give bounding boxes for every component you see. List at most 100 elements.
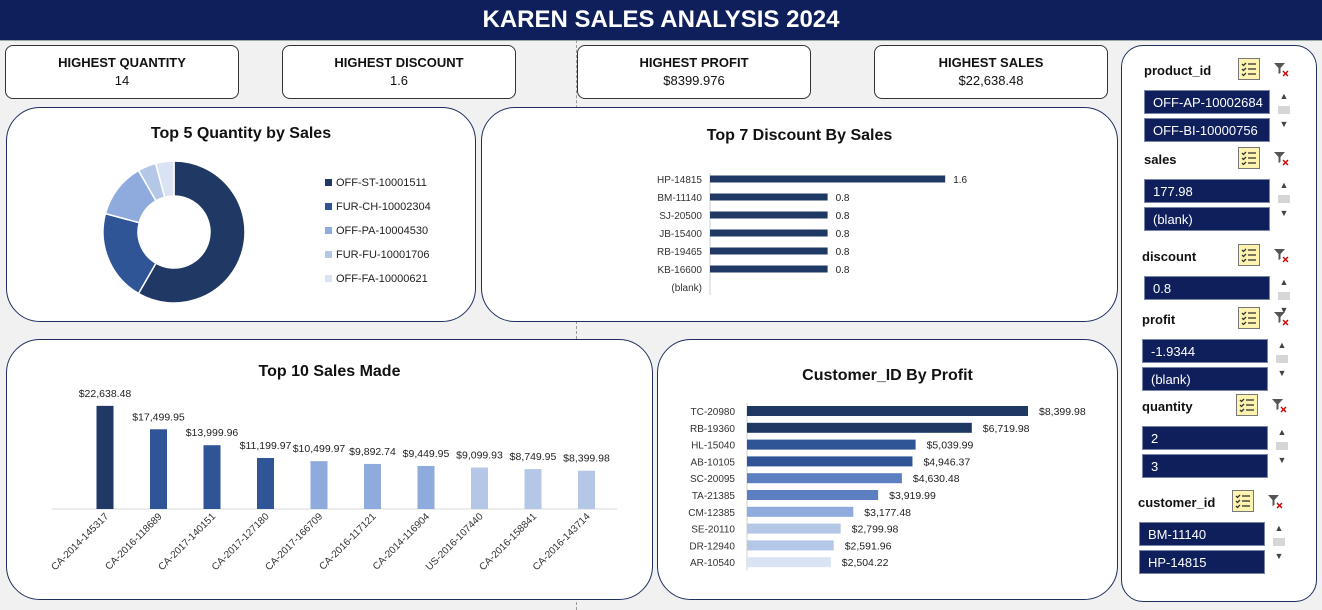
- bar: [747, 439, 916, 450]
- bar: [747, 422, 972, 433]
- scroll-down-icon[interactable]: ▼: [1274, 551, 1284, 561]
- slicer-item[interactable]: 0.8: [1144, 276, 1270, 300]
- multi-select-button[interactable]: [1238, 307, 1260, 329]
- scroll-down-icon[interactable]: ▼: [1279, 305, 1289, 315]
- scroll-up-icon[interactable]: ▲: [1279, 180, 1289, 190]
- bar: [524, 469, 542, 509]
- slicer-title: customer_id: [1138, 495, 1216, 510]
- scroll-up-icon[interactable]: ▲: [1277, 340, 1287, 350]
- bar: [747, 506, 854, 517]
- data-label: $2,591.96: [845, 540, 892, 552]
- multi-select-button[interactable]: [1238, 58, 1260, 80]
- scroll-thumb[interactable]: [1276, 442, 1288, 450]
- kpi-value: $8399.976: [663, 73, 725, 88]
- multi-select-button[interactable]: [1232, 490, 1254, 512]
- slicer-item[interactable]: 177.98: [1144, 179, 1270, 203]
- slicer-panel: product_id OFF-AP-10002684 OFF-BI-10000756…: [1121, 45, 1317, 602]
- slicer-scrollbar[interactable]: ▲ ▼: [1276, 276, 1292, 316]
- data-label: $2,504.22: [842, 557, 889, 569]
- bar: [710, 211, 828, 219]
- legend-label: OFF-ST-10001511: [336, 177, 427, 189]
- clear-filter-icon: [1274, 249, 1289, 263]
- slicer-title: quantity: [1142, 399, 1193, 414]
- multi-select-icon: [1241, 151, 1256, 166]
- clear-filter-icon: [1272, 399, 1287, 413]
- multi-select-icon: [1241, 248, 1256, 263]
- category-label: CA-2017-140151: [156, 511, 218, 573]
- kpi-value: 14: [114, 73, 130, 88]
- category-label: CA-2017-127180: [210, 511, 272, 573]
- data-label: $8,399.98: [563, 453, 610, 465]
- scroll-down-icon[interactable]: ▼: [1279, 119, 1289, 129]
- category-label: TC-20980: [691, 407, 736, 418]
- data-label: $3,919.99: [889, 490, 936, 502]
- slicer-item[interactable]: 2: [1142, 426, 1268, 450]
- legend-swatch: [325, 227, 332, 234]
- scroll-up-icon[interactable]: ▲: [1277, 427, 1287, 437]
- data-label: $8,749.95: [510, 451, 557, 463]
- bar: [578, 470, 595, 509]
- slicer-item[interactable]: (blank): [1144, 207, 1270, 231]
- slicer-item[interactable]: -1.9344: [1142, 339, 1268, 363]
- scroll-down-icon[interactable]: ▼: [1279, 208, 1289, 218]
- chart-title: Top 7 Discount By Sales: [706, 127, 893, 144]
- clear-filter-button[interactable]: [1272, 246, 1290, 264]
- multi-select-icon: [1241, 311, 1256, 326]
- bar: [747, 406, 1028, 416]
- category-label: CA-2014-116904: [371, 511, 432, 572]
- discount-bar-chart: HP-14815 1.6 BM-11140 0.8 SJ-20500 0.8 JB-1540…: [657, 173, 968, 295]
- divider: [576, 40, 577, 610]
- scroll-down-icon[interactable]: ▼: [1277, 455, 1287, 465]
- category-label: BM-11140: [657, 193, 702, 204]
- bar: [747, 490, 879, 500]
- slicer-scrollbar[interactable]: ▲ ▼: [1276, 90, 1292, 130]
- multi-select-button[interactable]: [1238, 244, 1260, 266]
- scroll-up-icon[interactable]: ▲: [1279, 277, 1289, 287]
- scroll-down-icon[interactable]: ▼: [1277, 368, 1287, 378]
- data-label: $13,999.96: [186, 427, 239, 439]
- data-label: 0.8: [836, 229, 850, 240]
- scroll-up-icon[interactable]: ▲: [1274, 523, 1284, 533]
- clear-filter-button[interactable]: [1270, 396, 1288, 414]
- multi-select-button[interactable]: [1238, 147, 1260, 169]
- category-label: CA-2016-158841: [477, 511, 539, 573]
- kpi-label: HIGHEST SALES: [938, 55, 1044, 70]
- slicer-scrollbar[interactable]: ▲ ▼: [1276, 179, 1292, 219]
- clear-filter-button[interactable]: [1266, 492, 1284, 510]
- clear-filter-button[interactable]: [1272, 309, 1290, 327]
- category-label: CA-2016-118689: [104, 511, 165, 572]
- profit-bar-chart: TC-20980 $8,399.98 RB-19360 $6,719.98 HL-150…: [688, 403, 1086, 571]
- slicer-title: product_id: [1144, 63, 1212, 78]
- legend-swatch: [325, 275, 332, 282]
- scroll-thumb[interactable]: [1278, 106, 1290, 114]
- scroll-thumb[interactable]: [1278, 292, 1290, 300]
- scroll-thumb[interactable]: [1276, 355, 1288, 363]
- scroll-up-icon[interactable]: ▲: [1279, 91, 1289, 101]
- bar: [710, 193, 828, 201]
- scroll-thumb[interactable]: [1278, 195, 1290, 203]
- category-label: US-2016-107440: [424, 511, 486, 573]
- slicer-item[interactable]: OFF-BI-10000756: [1144, 118, 1270, 142]
- slicer-item[interactable]: HP-14815: [1139, 550, 1265, 574]
- slicer-scrollbar[interactable]: ▲ ▼: [1274, 426, 1290, 466]
- kpi-value: $22,638.48: [958, 73, 1024, 88]
- slicer-item[interactable]: OFF-AP-10002684: [1144, 90, 1270, 114]
- slicer-item[interactable]: (blank): [1142, 367, 1268, 391]
- data-label: $4,946.37: [923, 456, 970, 468]
- scroll-thumb[interactable]: [1273, 538, 1285, 546]
- clear-filter-button[interactable]: [1272, 149, 1290, 167]
- chart-title: Top 5 Quantity by Sales: [150, 125, 332, 142]
- category-label: RB-19465: [657, 247, 702, 258]
- slicer-scrollbar[interactable]: ▲ ▼: [1274, 339, 1290, 379]
- legend-label: OFF-FA-10000621: [336, 273, 428, 285]
- bar: [747, 540, 834, 551]
- legend-swatch: [325, 203, 332, 210]
- slicer-item[interactable]: BM-11140: [1139, 522, 1265, 546]
- clear-filter-button[interactable]: [1272, 60, 1290, 78]
- dashboard-title: KAREN SALES ANALYSIS 2024: [0, 0, 1322, 41]
- category-label: DR-12940: [689, 541, 735, 552]
- slicer-title: sales: [1144, 152, 1177, 167]
- slicer-item[interactable]: 3: [1142, 454, 1268, 478]
- slicer-scrollbar[interactable]: ▲ ▼: [1271, 522, 1287, 562]
- multi-select-button[interactable]: [1236, 394, 1258, 416]
